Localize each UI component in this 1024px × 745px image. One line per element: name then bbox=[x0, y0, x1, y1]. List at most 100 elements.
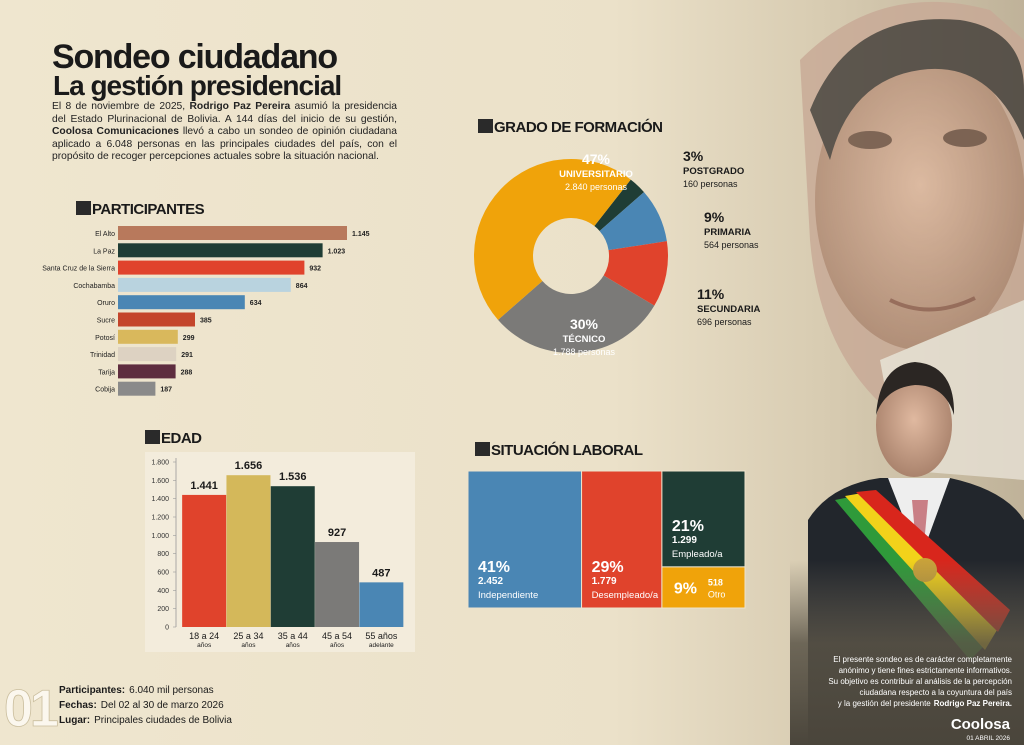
intro-name: Rodrigo Paz Pereira bbox=[189, 101, 291, 112]
disclaimer-line: y la gestión del presidente Rodrigo Paz P… bbox=[838, 699, 1012, 708]
value-label: 1.023 bbox=[328, 248, 346, 255]
x-tick-label: 18 a 24 bbox=[189, 631, 219, 641]
category-label: TÉCNICO bbox=[563, 334, 606, 345]
count-label: 1.779 bbox=[592, 576, 617, 587]
percent-label: 3% bbox=[683, 148, 704, 164]
bar bbox=[118, 329, 178, 344]
intro-company: Coolosa Comunicaciones bbox=[52, 126, 179, 138]
title-marker bbox=[475, 442, 490, 456]
x-tick-note: adelante bbox=[369, 642, 394, 649]
category-label: Tarija bbox=[98, 369, 115, 376]
footer-item: Lugar: Principales ciudades de Bolivia bbox=[59, 715, 232, 726]
category-label: El Alto bbox=[95, 231, 115, 238]
footer: 01 Participantes: 6.040 mil personas Fecha… bbox=[4, 680, 233, 739]
percent-label: 11% bbox=[697, 286, 725, 302]
footer-label: Fechas: bbox=[59, 700, 97, 711]
x-tick-note: años bbox=[330, 642, 345, 649]
donut-segment bbox=[594, 179, 644, 231]
footer-value: Principales ciudades de Bolivia bbox=[94, 715, 232, 726]
category-label: POSTGRADO bbox=[683, 166, 744, 177]
percent-label: 29% bbox=[592, 559, 624, 576]
footer-label: Participantes: bbox=[59, 685, 125, 696]
value-label: 634 bbox=[250, 300, 262, 307]
value-label: 864 bbox=[296, 283, 308, 290]
donut-segment bbox=[498, 275, 655, 353]
bar bbox=[118, 277, 291, 292]
footer-label: Lugar: bbox=[59, 715, 90, 726]
bar bbox=[315, 542, 360, 627]
x-tick-label: 45 a 54 bbox=[322, 631, 352, 641]
y-tick-label: 1.000 bbox=[151, 533, 169, 540]
x-tick-note: años bbox=[197, 642, 212, 649]
percent-label: 30% bbox=[570, 316, 599, 332]
disclaimer-line: Su objetivo es contribuir al análisis de… bbox=[828, 677, 1012, 686]
count-label: 1.299 bbox=[672, 535, 697, 546]
footer-item: Fechas: Del 02 al 30 de marzo 2026 bbox=[59, 700, 224, 711]
disclaimer-line: ciudadana respecto a la coyuntura del pa… bbox=[859, 688, 1012, 697]
category-label: Sucre bbox=[97, 318, 115, 325]
percent-label: 9% bbox=[674, 580, 697, 597]
section-title: SITUACIÓN LABORAL bbox=[491, 441, 643, 459]
y-tick-label: 1.400 bbox=[151, 496, 169, 503]
age-chart: EDAD 0 200 400 600 800 1.000 1.200 1.400 1.600 1.8… bbox=[145, 430, 415, 652]
bar bbox=[118, 295, 245, 310]
title: Sondeo ciudadano bbox=[52, 38, 337, 76]
section-title: EDAD bbox=[161, 430, 202, 447]
category-label: Desempleado/a bbox=[592, 590, 659, 601]
value-label: 927 bbox=[328, 527, 346, 539]
disclaimer-line: El presente sondeo es de carácter comple… bbox=[833, 655, 1012, 664]
title-marker bbox=[145, 430, 160, 444]
treemap-cell bbox=[581, 470, 663, 609]
bar bbox=[118, 243, 323, 258]
x-tick-note: años bbox=[241, 642, 256, 649]
percent-label: 9% bbox=[704, 209, 725, 225]
category-label: Trinidad bbox=[90, 352, 115, 359]
y-tick-label: 0 bbox=[165, 625, 169, 632]
y-tick-label: 800 bbox=[157, 551, 169, 558]
value-label: 385 bbox=[200, 318, 212, 325]
category-label: La Paz bbox=[93, 248, 115, 255]
bar bbox=[118, 347, 177, 362]
percent-label: 47% bbox=[582, 151, 611, 167]
percent-label: 41% bbox=[478, 559, 510, 576]
disclaimer-backdrop bbox=[790, 560, 1024, 745]
category-label: Cobija bbox=[95, 387, 115, 394]
value-label: 932 bbox=[309, 266, 321, 273]
category-label: UNIVERSITARIO bbox=[559, 169, 633, 180]
category-label: Empleado/a bbox=[672, 549, 723, 560]
treemap-cell bbox=[661, 566, 746, 609]
title-marker bbox=[76, 201, 91, 215]
bar bbox=[118, 260, 305, 275]
category-label: Santa Cruz de la Sierra bbox=[42, 266, 115, 273]
donut-segment bbox=[474, 159, 631, 320]
value-label: 187 bbox=[160, 387, 172, 394]
value-label: 1.656 bbox=[235, 460, 263, 472]
category-label: Cochabamba bbox=[73, 283, 115, 290]
y-tick-label: 400 bbox=[157, 588, 169, 595]
footer-item: Participantes: 6.040 mil personas bbox=[59, 685, 214, 696]
donut-segment bbox=[599, 192, 667, 251]
bar bbox=[226, 475, 271, 627]
bar bbox=[270, 486, 315, 627]
value-label: 1.145 bbox=[352, 231, 370, 238]
treemap-cell bbox=[467, 470, 583, 609]
x-tick-label: 25 a 34 bbox=[233, 631, 263, 641]
count-label: 1.788 personas bbox=[553, 347, 616, 357]
employment-chart: SITUACIÓN LABORAL 41%2.452 Independiente 29… bbox=[467, 441, 746, 609]
disclaimer-tail: y la gestión del presidente bbox=[838, 699, 932, 708]
percent-label: 21% bbox=[672, 518, 704, 535]
count-label: 2.452 bbox=[478, 576, 503, 587]
intro-part: El 8 de noviembre de 2025, bbox=[52, 101, 186, 112]
intro-part: llevó a cabo un sondeo de opinión ciudad… bbox=[52, 126, 397, 163]
footer-value: Del 02 al 30 de marzo 2026 bbox=[101, 700, 224, 711]
count-label: 2.840 personas bbox=[565, 182, 628, 192]
category-label: Potosí bbox=[95, 335, 115, 342]
page-number: 01 bbox=[4, 680, 58, 738]
x-tick-label: 35 a 44 bbox=[278, 631, 308, 641]
y-tick-label: 200 bbox=[157, 606, 169, 613]
footer-value: 6.040 mil personas bbox=[129, 685, 214, 696]
y-tick-label: 1.600 bbox=[151, 478, 169, 485]
category-label: Oruro bbox=[97, 300, 115, 307]
bar bbox=[118, 381, 156, 396]
